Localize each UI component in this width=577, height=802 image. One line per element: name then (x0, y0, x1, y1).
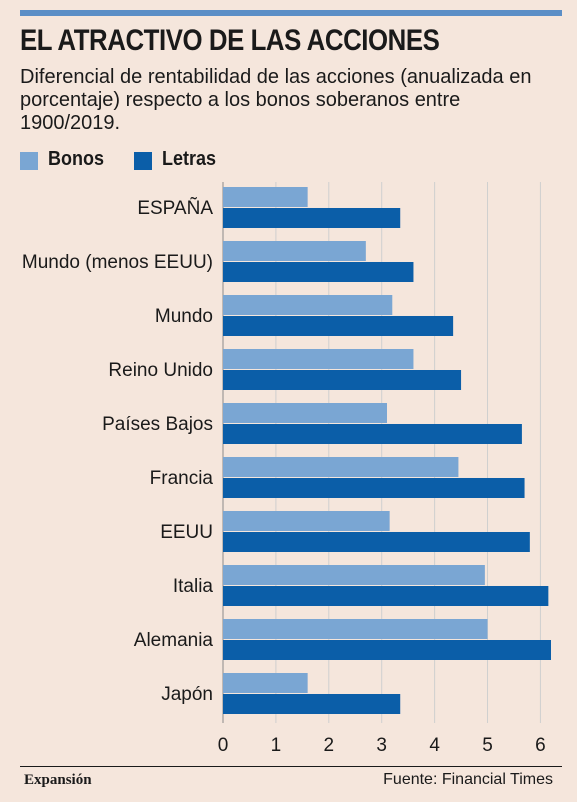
category-label-7: Italia (173, 576, 214, 597)
legend-swatch-letras (134, 152, 152, 170)
category-label-6: EEUU (160, 522, 213, 543)
bar-bonos-1 (223, 241, 366, 261)
top-rule (20, 10, 562, 16)
bar-letras-0 (223, 208, 401, 228)
category-label-1: Mundo (menos EEUU) (22, 252, 213, 273)
bar-bonos-7 (223, 565, 485, 585)
legend-swatch-bonos (20, 152, 38, 170)
category-label-4: Países Bajos (102, 414, 213, 435)
bar-bonos-5 (223, 457, 459, 477)
x-tick-label-2: 2 (324, 735, 335, 756)
category-label-3: Reino Unido (108, 360, 213, 381)
legend-label-bonos: Bonos (48, 148, 104, 170)
bar-letras-8 (223, 640, 551, 660)
category-label-5: Francia (150, 468, 214, 489)
bar-letras-5 (223, 478, 525, 498)
x-tick-label-4: 4 (429, 735, 440, 756)
x-tick-label-1: 1 (271, 735, 282, 756)
x-tick-label-5: 5 (482, 735, 493, 756)
x-tick-label-3: 3 (376, 735, 387, 756)
chart-subtitle: Diferencial de rentabilidad de las accio… (20, 66, 532, 134)
x-tick-label-0: 0 (218, 735, 229, 756)
bar-letras-3 (223, 370, 462, 390)
bar-bonos-6 (223, 511, 390, 531)
source-note: Fuente: Financial Times (383, 771, 553, 788)
category-label-9: Japón (161, 684, 213, 705)
bar-letras-1 (223, 262, 414, 282)
category-label-2: Mundo (155, 306, 213, 327)
bar-letras-6 (223, 532, 530, 552)
bar-bonos-3 (223, 349, 414, 369)
chart-title: EL ATRACTIVO DE LAS ACCIONES (20, 24, 440, 57)
brand-logo: Expansión (24, 772, 92, 788)
bar-bonos-0 (223, 187, 308, 207)
x-tick-label-6: 6 (535, 735, 546, 756)
bar-letras-7 (223, 586, 549, 606)
bar-bonos-2 (223, 295, 393, 315)
legend-label-letras: Letras (162, 148, 217, 170)
bar-bonos-9 (223, 673, 308, 693)
category-label-0: ESPAÑA (137, 197, 213, 219)
bar-letras-9 (223, 694, 401, 714)
bar-bonos-4 (223, 403, 387, 423)
footer-rule (20, 766, 562, 767)
category-label-8: Alemania (134, 630, 214, 651)
bar-bonos-8 (223, 619, 488, 639)
bar-letras-4 (223, 424, 522, 444)
bar-letras-2 (223, 316, 454, 336)
